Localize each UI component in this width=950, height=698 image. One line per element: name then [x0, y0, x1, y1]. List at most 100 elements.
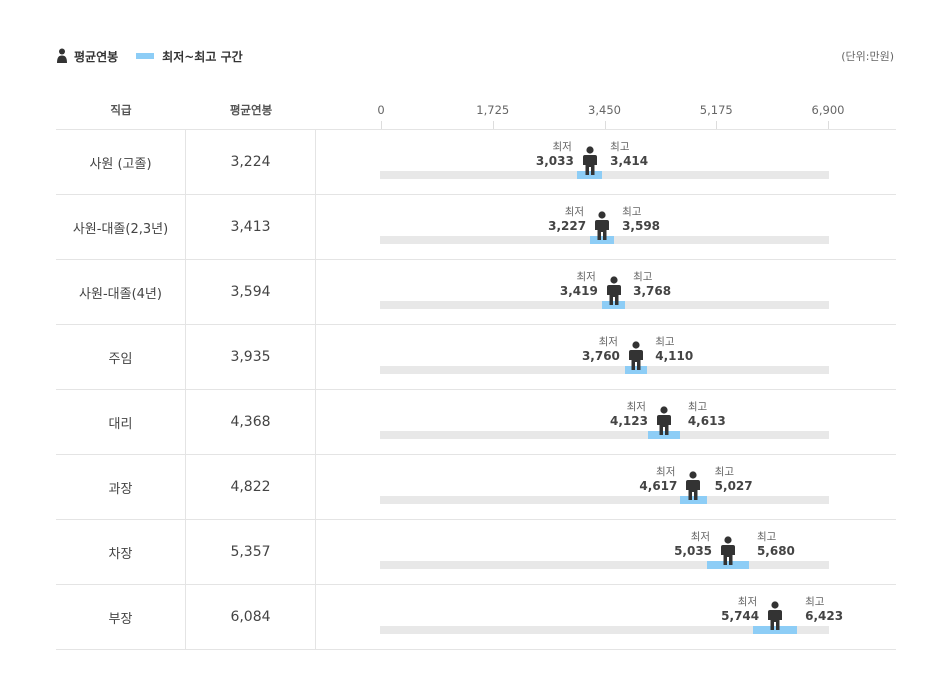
max-value: 4,613 — [687, 414, 726, 428]
min-caption: 최저 — [576, 271, 596, 283]
unit-label: (단위:만원) — [841, 50, 894, 63]
table-row: 주임 3,935 — [56, 325, 896, 390]
range-track — [380, 561, 829, 569]
min-value: 4,123 — [610, 414, 648, 428]
table-row: 사원-대졸(2,3년) 3,413 — [56, 195, 896, 260]
x-tick-mark — [828, 121, 829, 129]
max-salary-label: 최고 5,680 — [757, 530, 795, 559]
min-value: 3,227 — [548, 219, 587, 233]
avg-person-marker-icon — [767, 601, 783, 631]
column-header-rank: 직급 — [110, 103, 132, 117]
min-caption: 최저 — [690, 531, 711, 543]
x-tick-mark — [716, 121, 717, 129]
rank-cell: 사원 (고졸) — [56, 130, 186, 194]
min-value: 3,760 — [581, 349, 620, 363]
avg-salary-cell: 5,357 — [186, 520, 316, 584]
x-tick-label: 0 — [377, 103, 385, 117]
avg-person-marker-icon — [685, 471, 701, 501]
range-track — [380, 171, 829, 179]
x-tick-label: 6,900 — [811, 103, 845, 117]
header-divider — [56, 129, 896, 130]
avg-salary-cell: 4,368 — [186, 390, 316, 454]
avg-person-marker-icon — [720, 536, 736, 566]
max-value: 5,027 — [714, 479, 753, 493]
max-salary-label: 최고 4,110 — [655, 335, 693, 364]
table-row: 부장 6,084 — [56, 585, 896, 650]
avg-salary-cell: 3,413 — [186, 195, 316, 259]
min-value: 3,419 — [559, 284, 598, 298]
x-tick-mark — [493, 121, 494, 129]
rank-cell: 사원-대졸(2,3년) — [56, 195, 186, 259]
max-value: 3,598 — [622, 219, 661, 233]
min-max-range-bar — [624, 366, 648, 374]
min-caption: 최저 — [626, 401, 646, 413]
x-tick-mark — [381, 121, 382, 129]
range-track — [380, 496, 829, 504]
max-caption: 최고 — [756, 531, 777, 543]
legend-avg-label: 평균연봉 — [74, 49, 119, 64]
x-tick-label: 5,175 — [699, 103, 733, 117]
avg-salary-cell: 3,935 — [186, 325, 316, 389]
range-track — [380, 431, 829, 439]
rank-cell: 사원-대졸(4년) — [56, 260, 186, 324]
max-value: 3,768 — [633, 284, 672, 298]
min-salary-label: 최저 5,035 — [674, 530, 712, 559]
avg-salary-cell: 3,224 — [186, 130, 316, 194]
min-caption: 최저 — [737, 596, 758, 608]
min-value: 5,744 — [721, 609, 760, 623]
max-value: 3,414 — [610, 154, 649, 168]
max-salary-label: 최고 3,414 — [610, 140, 648, 169]
max-caption: 최고 — [633, 271, 653, 283]
min-salary-label: 최저 4,123 — [610, 400, 648, 429]
min-max-range-bar — [577, 171, 603, 179]
max-caption: 최고 — [610, 141, 630, 153]
min-caption: 최저 — [598, 336, 618, 348]
min-salary-label: 최저 3,033 — [536, 140, 574, 169]
min-salary-label: 최저 3,760 — [582, 335, 620, 364]
rank-cell: 부장 — [56, 585, 186, 649]
avg-salary-cell: 6,084 — [186, 585, 316, 649]
min-salary-label: 최저 4,617 — [639, 465, 677, 494]
max-value: 6,423 — [805, 609, 844, 623]
rank-cell: 대리 — [56, 390, 186, 454]
min-caption: 최저 — [656, 466, 676, 478]
legend-range-label: 최저~최고 구간 — [162, 49, 243, 64]
x-tick-mark — [605, 121, 606, 129]
range-track — [380, 366, 829, 374]
min-max-range-bar — [680, 496, 707, 504]
table-row: 대리 4,368 — [56, 390, 896, 455]
min-caption: 최저 — [552, 141, 572, 153]
max-value: 4,110 — [655, 349, 694, 363]
table-row: 사원 (고졸) 3,224 — [56, 130, 896, 195]
min-salary-label: 최저 3,227 — [548, 205, 586, 234]
min-max-range-bar — [648, 431, 680, 439]
min-value: 4,617 — [639, 479, 678, 493]
max-salary-label: 최고 3,598 — [622, 205, 660, 234]
max-caption: 최고 — [687, 401, 708, 413]
avg-person-marker-icon — [582, 146, 598, 176]
max-salary-label: 최고 6,423 — [805, 595, 843, 624]
x-tick-label: 3,450 — [588, 103, 621, 117]
avg-person-marker-icon — [594, 211, 610, 241]
max-caption: 최고 — [655, 336, 675, 348]
rank-cell: 차장 — [56, 520, 186, 584]
max-salary-label: 최고 5,027 — [715, 465, 753, 494]
min-max-range-bar — [707, 561, 749, 569]
min-salary-label: 최저 3,419 — [560, 270, 598, 299]
x-tick-label: 1,725 — [476, 103, 510, 117]
rank-cell: 과장 — [56, 455, 186, 519]
range-track — [380, 626, 829, 634]
person-icon — [57, 48, 67, 63]
max-caption: 최고 — [714, 466, 734, 478]
max-salary-label: 최고 3,768 — [633, 270, 671, 299]
max-caption: 최고 — [622, 206, 642, 218]
min-max-range-bar — [753, 626, 798, 634]
min-caption: 최저 — [564, 206, 585, 218]
avg-salary-cell: 3,594 — [186, 260, 316, 324]
table-row: 차장 5,357 — [56, 520, 896, 585]
avg-person-marker-icon — [606, 276, 622, 306]
avg-person-marker-icon — [628, 341, 644, 371]
legend-range-swatch — [136, 53, 155, 59]
min-value: 3,033 — [535, 154, 574, 168]
max-salary-label: 최고 4,613 — [688, 400, 726, 429]
